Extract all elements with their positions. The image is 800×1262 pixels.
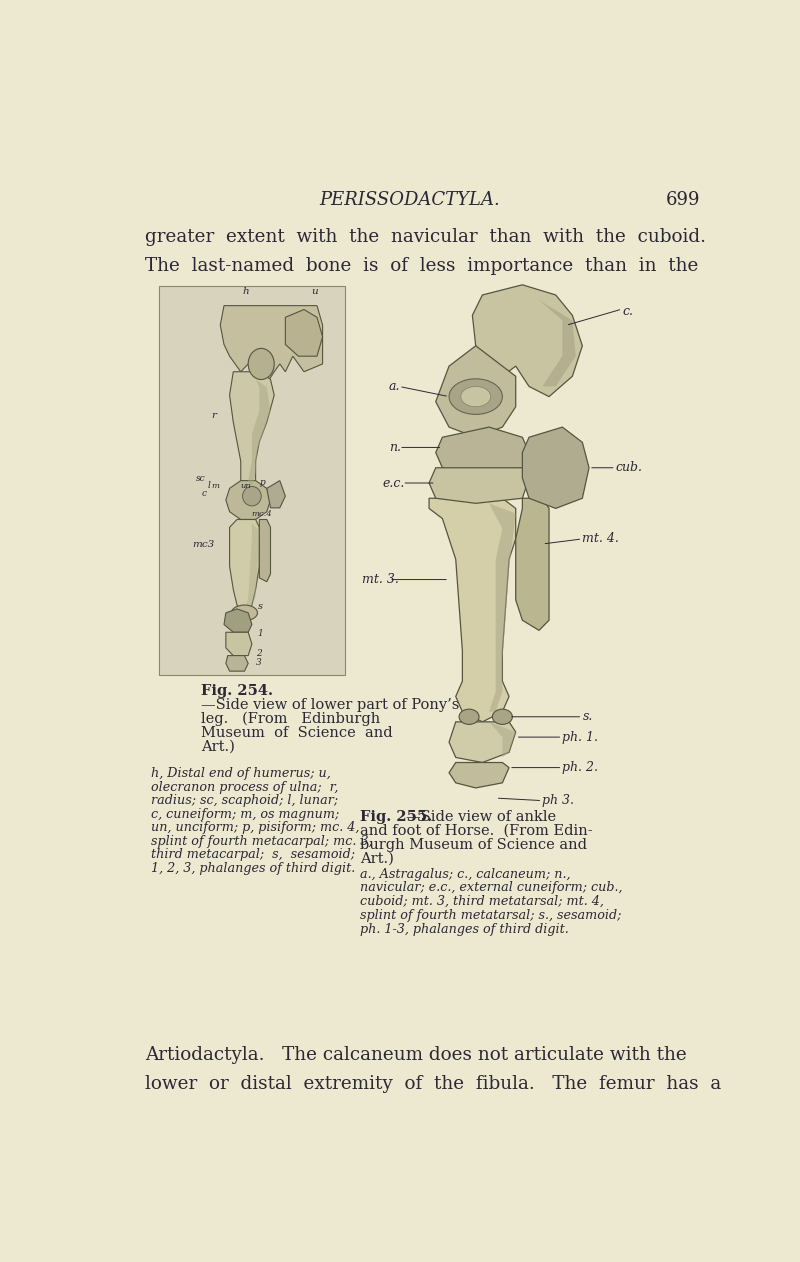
Polygon shape: [472, 285, 582, 396]
Text: navicular; e.c., external cuneiform; cub.,: navicular; e.c., external cuneiform; cub…: [360, 881, 622, 895]
Text: radius; sc, scaphoid; l, lunar;: radius; sc, scaphoid; l, lunar;: [151, 794, 338, 808]
Text: third metacarpal;  s,  sesamoid;: third metacarpal; s, sesamoid;: [151, 848, 355, 861]
Text: mt. 3.: mt. 3.: [362, 573, 399, 586]
Text: n.: n.: [389, 440, 401, 454]
Text: 3: 3: [256, 659, 262, 668]
Text: a., Astragalus; c., calcaneum; n.,: a., Astragalus; c., calcaneum; n.,: [360, 867, 570, 881]
Text: lower  or  distal  extremity  of  the  fibula.   The  femur  has  a: lower or distal extremity of the fibula.…: [145, 1075, 722, 1093]
Text: —Side view of lower part of Pony’s fore: —Side view of lower part of Pony’s fore: [201, 698, 494, 712]
Polygon shape: [449, 762, 509, 787]
Text: burgh Museum of Science and: burgh Museum of Science and: [360, 838, 586, 852]
Text: cuboid; mt. 3, third metatarsal; mt. 4,: cuboid; mt. 3, third metatarsal; mt. 4,: [360, 895, 603, 909]
Text: c.: c.: [622, 305, 634, 318]
Text: s: s: [258, 602, 262, 611]
Text: m: m: [211, 482, 219, 491]
Text: leg.   (From   Edinburgh: leg. (From Edinburgh: [201, 712, 380, 727]
Text: mc3: mc3: [192, 540, 214, 549]
Polygon shape: [226, 632, 252, 655]
Text: un: un: [241, 482, 251, 491]
Text: splint of fourth metacarpal; mc. 3,: splint of fourth metacarpal; mc. 3,: [151, 835, 373, 848]
Ellipse shape: [449, 379, 502, 414]
Polygon shape: [226, 481, 270, 520]
Text: Museum  of  Science  and: Museum of Science and: [201, 726, 392, 740]
Ellipse shape: [492, 709, 512, 724]
Text: a.: a.: [389, 380, 401, 392]
Polygon shape: [226, 655, 248, 671]
Polygon shape: [449, 722, 516, 762]
Text: The  last-named  bone  is  of  less  importance  than  in  the: The last-named bone is of less importanc…: [145, 257, 698, 275]
Text: cub.: cub.: [616, 461, 642, 475]
Polygon shape: [230, 520, 259, 613]
Text: ph. 1.: ph. 1.: [562, 731, 598, 743]
Polygon shape: [522, 427, 589, 509]
Text: mc.4: mc.4: [252, 510, 273, 517]
Text: Fig. 255.: Fig. 255.: [360, 810, 432, 824]
Text: s.: s.: [582, 711, 593, 723]
Text: ph. 2.: ph. 2.: [562, 761, 598, 774]
Polygon shape: [516, 498, 549, 631]
Text: l: l: [207, 481, 210, 491]
Polygon shape: [266, 481, 286, 507]
Text: 699: 699: [666, 192, 700, 209]
Text: h, Distal end of humerus; u,: h, Distal end of humerus; u,: [151, 767, 331, 780]
Text: greater  extent  with  the  navicular  than  with  the  cuboid.: greater extent with the navicular than w…: [145, 228, 706, 246]
Polygon shape: [286, 309, 322, 356]
Text: sc: sc: [196, 473, 206, 482]
Text: mt. 4.: mt. 4.: [582, 533, 619, 545]
Text: p: p: [259, 477, 265, 487]
Polygon shape: [245, 524, 259, 613]
Polygon shape: [259, 520, 270, 582]
Text: u: u: [311, 286, 318, 297]
Text: ph. 1-3, phalanges of third digit.: ph. 1-3, phalanges of third digit.: [360, 923, 568, 936]
Ellipse shape: [459, 709, 479, 724]
Text: r: r: [211, 411, 216, 420]
Text: olecranon process of ulna;  r,: olecranon process of ulna; r,: [151, 781, 338, 794]
Polygon shape: [436, 346, 516, 437]
Text: h: h: [242, 286, 250, 297]
Text: un, unciform; p, pisiform; mc. 4,: un, unciform; p, pisiform; mc. 4,: [151, 822, 359, 834]
Polygon shape: [248, 380, 270, 488]
Ellipse shape: [461, 386, 490, 406]
Polygon shape: [489, 504, 516, 712]
Polygon shape: [436, 427, 529, 478]
Text: 1, 2, 3, phalanges of third digit.: 1, 2, 3, phalanges of third digit.: [151, 862, 355, 875]
Text: Fig. 254.: Fig. 254.: [201, 684, 273, 698]
Text: Artiodactyla.   The calcaneum does not articulate with the: Artiodactyla. The calcaneum does not art…: [145, 1046, 686, 1064]
Polygon shape: [220, 305, 322, 384]
Text: and foot of Horse.  (From Edin-: and foot of Horse. (From Edin-: [360, 824, 592, 838]
Polygon shape: [429, 498, 516, 722]
Polygon shape: [224, 610, 252, 632]
Text: splint of fourth metatarsal; s., sesamoid;: splint of fourth metatarsal; s., sesamoi…: [360, 909, 621, 923]
Polygon shape: [539, 300, 576, 386]
Text: ph 3.: ph 3.: [542, 794, 574, 808]
Ellipse shape: [248, 348, 274, 380]
Text: e.c.: e.c.: [382, 477, 405, 490]
Text: 1: 1: [258, 630, 263, 639]
Ellipse shape: [231, 604, 258, 621]
Text: c, cuneiform; m, os magnum;: c, cuneiform; m, os magnum;: [151, 808, 339, 820]
Text: 2: 2: [256, 649, 262, 658]
Bar: [159, 286, 345, 675]
Text: —Side view of ankle: —Side view of ankle: [406, 810, 556, 824]
Polygon shape: [429, 468, 529, 504]
Polygon shape: [489, 722, 516, 757]
Polygon shape: [230, 372, 274, 488]
Text: c: c: [202, 490, 206, 498]
Text: PERISSODACTYLA.: PERISSODACTYLA.: [320, 192, 500, 209]
Ellipse shape: [242, 486, 261, 506]
Text: Art.): Art.): [201, 740, 234, 753]
Text: Art.): Art.): [360, 852, 394, 866]
